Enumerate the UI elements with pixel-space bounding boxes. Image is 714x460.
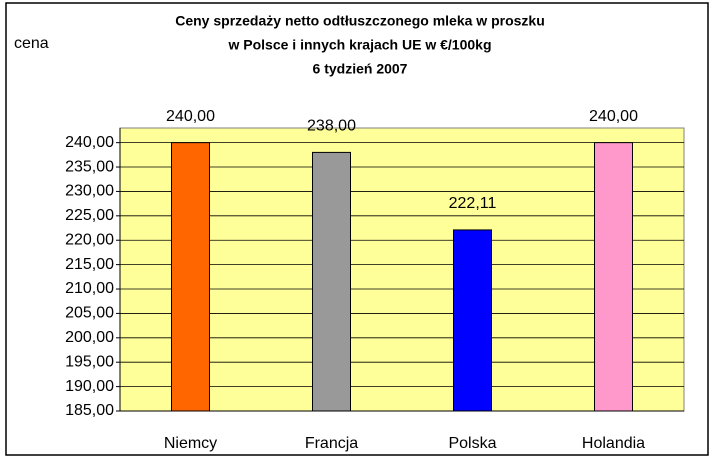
data-label: 222,11: [449, 195, 497, 212]
y-tick-label: 210,00: [65, 280, 114, 297]
data-label: 238,00: [307, 118, 356, 135]
y-tick-label: 185,00: [65, 402, 114, 419]
bar: [171, 142, 210, 412]
y-tick-label: 235,00: [65, 158, 114, 175]
bar: [453, 229, 492, 412]
x-tick-label: Niemcy: [164, 435, 217, 452]
chart-title: 6 tydzień 2007: [313, 61, 408, 77]
chart-title: w Polsce i innych krajach UE w €/100kg: [227, 37, 491, 53]
y-tick-label: 220,00: [65, 231, 114, 248]
y-tick-label: 230,00: [65, 183, 114, 200]
bar: [594, 142, 633, 412]
y-axis-label: cena: [14, 35, 49, 52]
data-label: 240,00: [166, 108, 215, 125]
plot-area: [119, 127, 685, 412]
y-tick-label: 215,00: [65, 256, 114, 273]
y-tick-label: 200,00: [65, 329, 114, 346]
y-tick-label: 195,00: [65, 353, 114, 370]
y-tick-label: 190,00: [65, 378, 114, 395]
chart-title: Ceny sprzedaży netto odtłuszczonego mlek…: [175, 13, 545, 29]
data-label: 240,00: [589, 108, 638, 125]
x-tick-label: Francja: [305, 435, 358, 452]
bar: [312, 151, 351, 412]
y-tick-label: 205,00: [65, 305, 114, 322]
y-tick-label: 225,00: [65, 207, 114, 224]
y-tick-label: 240,00: [65, 134, 114, 151]
x-tick-label: Holandia: [582, 435, 645, 452]
x-tick-label: Polska: [448, 435, 496, 452]
